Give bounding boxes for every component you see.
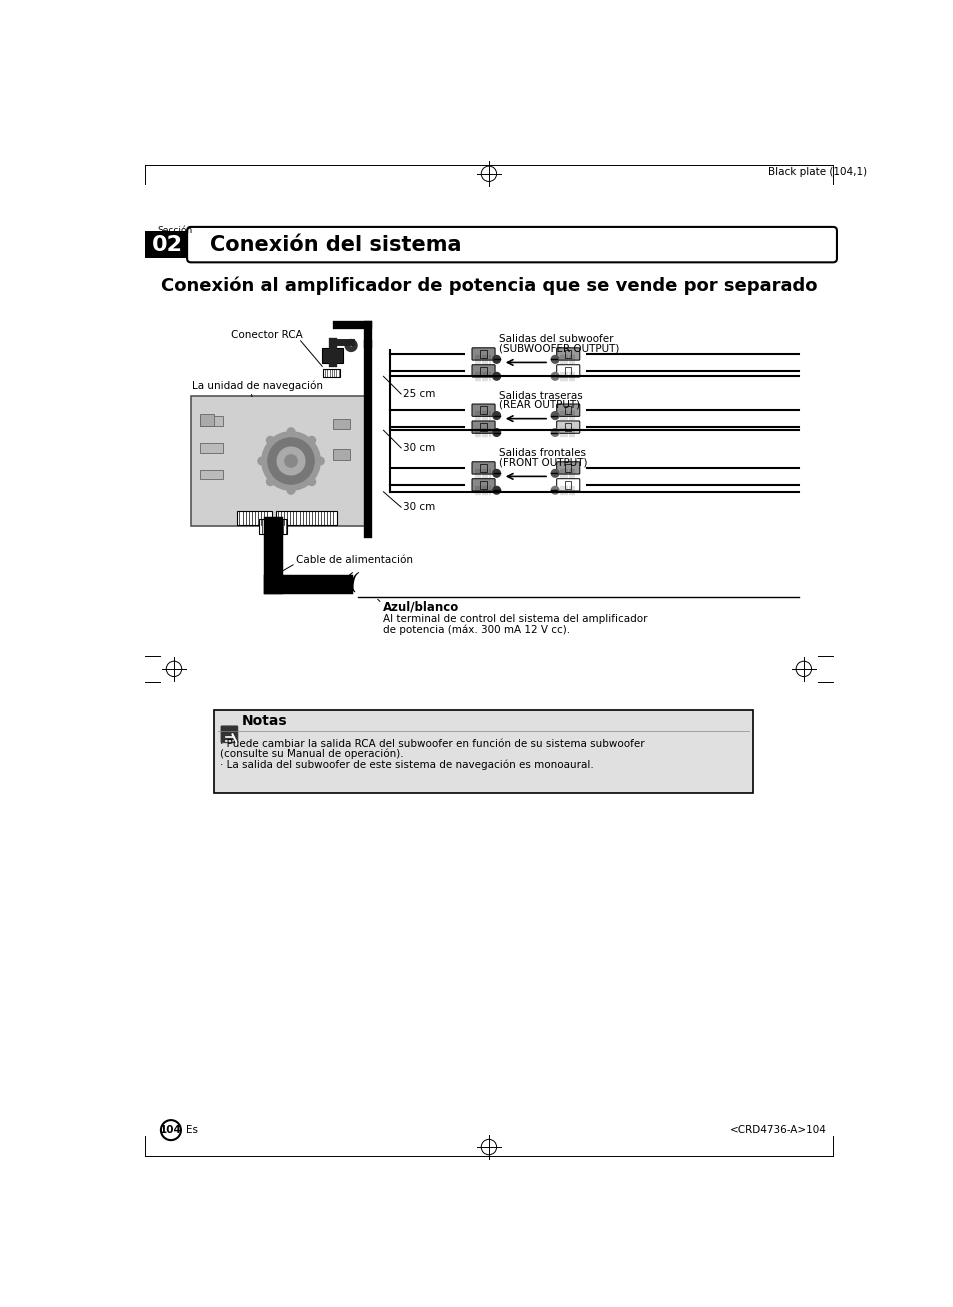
FancyBboxPatch shape [221, 725, 237, 742]
FancyBboxPatch shape [564, 464, 571, 472]
Circle shape [266, 437, 274, 444]
Circle shape [266, 478, 274, 485]
Circle shape [551, 412, 558, 420]
Text: Notas: Notas [241, 714, 287, 728]
FancyBboxPatch shape [564, 350, 571, 358]
FancyBboxPatch shape [557, 365, 579, 376]
Text: (: ( [344, 571, 353, 593]
Circle shape [493, 412, 500, 420]
FancyBboxPatch shape [557, 461, 579, 474]
FancyBboxPatch shape [480, 423, 486, 431]
Circle shape [257, 457, 265, 465]
Text: (: ( [350, 571, 358, 593]
Text: Sección: Sección [157, 226, 193, 235]
Circle shape [316, 457, 324, 465]
Circle shape [285, 455, 297, 467]
FancyBboxPatch shape [557, 348, 579, 361]
FancyBboxPatch shape [472, 348, 495, 361]
FancyBboxPatch shape [237, 511, 272, 525]
Text: · Puede cambiar la salida RCA del subwoofer en función de su sistema subwoofer: · Puede cambiar la salida RCA del subwoo… [220, 738, 644, 749]
Circle shape [551, 372, 558, 380]
Circle shape [268, 438, 314, 484]
Text: Cable de alimentación: Cable de alimentación [295, 555, 413, 566]
Circle shape [261, 431, 320, 490]
FancyBboxPatch shape [472, 365, 495, 376]
FancyBboxPatch shape [200, 417, 223, 426]
Text: · La salida del subwoofer de este sistema de navegación es monoaural.: · La salida del subwoofer de este sistem… [220, 759, 594, 770]
FancyBboxPatch shape [557, 421, 579, 433]
FancyBboxPatch shape [480, 481, 486, 489]
FancyBboxPatch shape [564, 406, 571, 414]
FancyBboxPatch shape [557, 404, 579, 417]
FancyBboxPatch shape [321, 348, 343, 363]
Circle shape [551, 356, 558, 363]
Circle shape [493, 356, 500, 363]
Circle shape [287, 486, 294, 494]
FancyBboxPatch shape [333, 418, 350, 430]
Circle shape [551, 429, 558, 437]
FancyBboxPatch shape [191, 396, 368, 527]
FancyBboxPatch shape [557, 478, 579, 491]
Text: <CRD4736-A>104: <CRD4736-A>104 [729, 1125, 826, 1134]
Circle shape [551, 486, 558, 494]
FancyBboxPatch shape [200, 414, 213, 426]
FancyBboxPatch shape [323, 370, 340, 376]
FancyBboxPatch shape [480, 350, 486, 358]
FancyBboxPatch shape [187, 227, 836, 263]
FancyBboxPatch shape [472, 478, 495, 491]
Text: (SUBWOOFER OUTPUT): (SUBWOOFER OUTPUT) [498, 344, 618, 354]
FancyBboxPatch shape [333, 450, 350, 460]
FancyBboxPatch shape [480, 406, 486, 414]
Text: 104: 104 [160, 1125, 182, 1134]
Text: Al terminal de control del sistema del amplificador: Al terminal de control del sistema del a… [383, 614, 647, 623]
FancyBboxPatch shape [472, 461, 495, 474]
FancyBboxPatch shape [200, 471, 223, 480]
FancyBboxPatch shape [259, 519, 287, 535]
Circle shape [493, 469, 500, 477]
Text: 02: 02 [152, 235, 182, 255]
Text: 30 cm: 30 cm [402, 443, 435, 454]
Text: Conexión al amplificador de potencia que se vende por separado: Conexión al amplificador de potencia que… [160, 277, 817, 295]
Text: Salidas del subwoofer: Salidas del subwoofer [498, 335, 613, 344]
FancyBboxPatch shape [564, 481, 571, 489]
Text: (REAR OUTPUT): (REAR OUTPUT) [498, 400, 579, 410]
Text: Black plate (104,1): Black plate (104,1) [767, 167, 866, 178]
Circle shape [493, 486, 500, 494]
Text: Conector RCA: Conector RCA [231, 331, 302, 341]
Circle shape [493, 429, 500, 437]
FancyBboxPatch shape [145, 231, 190, 259]
FancyBboxPatch shape [472, 404, 495, 417]
FancyBboxPatch shape [200, 443, 223, 452]
Text: Salidas frontales: Salidas frontales [498, 448, 585, 459]
FancyBboxPatch shape [480, 367, 486, 375]
Text: Azul/blanco: Azul/blanco [383, 600, 459, 613]
Text: (consulte su Manual de operación).: (consulte su Manual de operación). [220, 749, 403, 759]
Circle shape [287, 427, 294, 435]
Circle shape [308, 437, 315, 444]
FancyBboxPatch shape [472, 421, 495, 433]
FancyBboxPatch shape [275, 511, 336, 525]
Text: La unidad de navegación: La unidad de navegación [193, 380, 323, 391]
Circle shape [551, 469, 558, 477]
FancyBboxPatch shape [564, 423, 571, 431]
Text: 25 cm: 25 cm [402, 389, 435, 399]
Text: Salidas traseras: Salidas traseras [498, 391, 582, 400]
Text: (FRONT OUTPUT): (FRONT OUTPUT) [498, 457, 587, 468]
FancyBboxPatch shape [480, 464, 486, 472]
Text: 30 cm: 30 cm [402, 502, 435, 512]
Text: Conexión del sistema: Conexión del sistema [210, 235, 461, 255]
Circle shape [277, 447, 305, 474]
FancyBboxPatch shape [564, 367, 571, 375]
Circle shape [493, 372, 500, 380]
Text: Es: Es [186, 1125, 198, 1134]
Text: de potencia (máx. 300 mA 12 V cc).: de potencia (máx. 300 mA 12 V cc). [383, 625, 570, 635]
FancyBboxPatch shape [213, 710, 752, 793]
Circle shape [308, 478, 315, 485]
